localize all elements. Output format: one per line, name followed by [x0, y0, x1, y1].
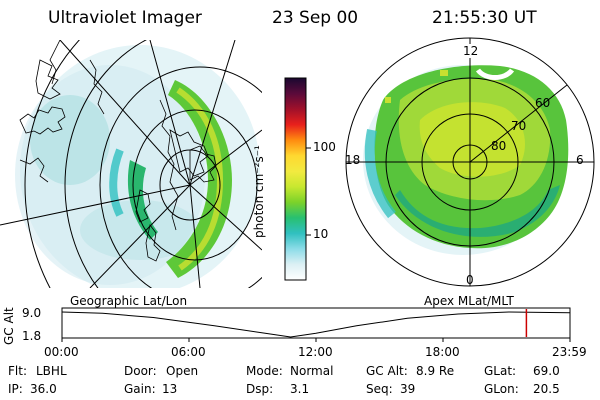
left-panel-label: Geographic Lat/Lon — [70, 294, 188, 308]
mlat-label-70: 70 — [511, 119, 527, 133]
info-gain-label: Gain: — [124, 382, 156, 396]
mlt-label-6: 6 — [576, 153, 584, 167]
info-glon-label: GLon: — [484, 382, 519, 396]
altitude-curve — [61, 311, 571, 338]
info-glon-value: 20.5 — [533, 382, 560, 396]
instrument-title: Ultraviolet Imager — [48, 8, 202, 28]
altitude-ytick-1-8: 1.8 — [22, 329, 42, 343]
info-mode-value: Normal — [290, 364, 334, 378]
dayside-arc — [475, 68, 515, 80]
mlt-label-0: 0 — [466, 273, 474, 287]
auroral-oval-night — [127, 160, 158, 240]
date-label: 23 Sep 00 — [272, 8, 359, 28]
nightside-oval — [395, 185, 560, 237]
coastlines — [19, 40, 217, 262]
mlt-label-12: 12 — [463, 44, 479, 58]
info-door-value: Open — [166, 364, 199, 378]
apex-map — [345, 37, 595, 287]
xtick-12: 12:00 — [298, 345, 333, 359]
altitude-plot — [61, 307, 571, 342]
info-flt-value: LBHL — [36, 364, 67, 378]
info-seq-value: 39 — [400, 382, 416, 396]
colorbar-tick-10: 10 — [313, 227, 329, 241]
info-ip-value: 36.0 — [30, 382, 57, 396]
mlat-label-60: 60 — [535, 96, 551, 110]
xtick-06: 06:00 — [171, 345, 206, 359]
xtick-2359: 23:59 — [552, 345, 587, 359]
info-flt-label: Flt: — [8, 364, 27, 378]
info-dsp-value: 3.1 — [290, 382, 310, 396]
colorbar-unit-label: photon cm⁻²s⁻¹ — [252, 145, 266, 238]
xtick-00: 00:00 — [44, 345, 79, 359]
right-panel-label: Apex MLat/MLT — [424, 294, 514, 308]
x-ticks — [61, 338, 571, 342]
mlt-label-18: 18 — [345, 153, 361, 167]
auroral-oval-dayside — [166, 80, 232, 278]
altitude-ytick-9: 9.0 — [22, 306, 42, 320]
geographic-map — [0, 40, 262, 288]
info-seq-label: Seq: — [366, 382, 393, 396]
info-door-label: Door: — [124, 364, 157, 378]
info-glat-value: 69.0 — [533, 364, 560, 378]
colorbar-rect — [284, 77, 307, 281]
xtick-18: 18:00 — [425, 345, 460, 359]
info-gcalt-label: GC Alt: — [366, 364, 408, 378]
info-dsp-label: Dsp: — [246, 382, 274, 396]
info-gcalt-value: 8.9 Re — [416, 364, 455, 378]
mlat-label-80: 80 — [491, 139, 507, 153]
info-mode-label: Mode: — [246, 364, 283, 378]
info-glat-label: GLat: — [484, 364, 517, 378]
time-label: 21:55:30 UT — [432, 8, 537, 28]
info-ip-label: IP: — [8, 382, 23, 396]
colorbar — [284, 77, 311, 281]
altitude-ylabel: GC Alt — [2, 307, 16, 345]
info-gain-value: 13 — [162, 382, 178, 396]
colorbar-tick-100: 100 — [313, 140, 336, 154]
mlat-grid — [345, 37, 595, 287]
lat-lon-grid — [0, 40, 262, 288]
